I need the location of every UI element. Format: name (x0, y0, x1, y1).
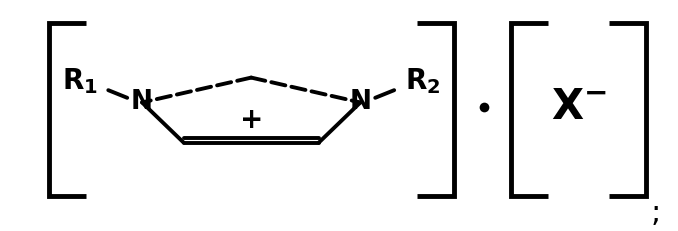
Text: $\mathbf{R_1}$: $\mathbf{R_1}$ (62, 66, 98, 96)
Text: N: N (131, 89, 153, 116)
Text: $\mathbf{X}^{\mathbf{-}}$: $\mathbf{X}^{\mathbf{-}}$ (551, 86, 607, 128)
Text: $\mathbf{R_2}$: $\mathbf{R_2}$ (405, 66, 440, 96)
Text: N: N (349, 89, 372, 116)
Text: $;$: $;$ (650, 198, 658, 227)
Text: +: + (239, 106, 263, 134)
